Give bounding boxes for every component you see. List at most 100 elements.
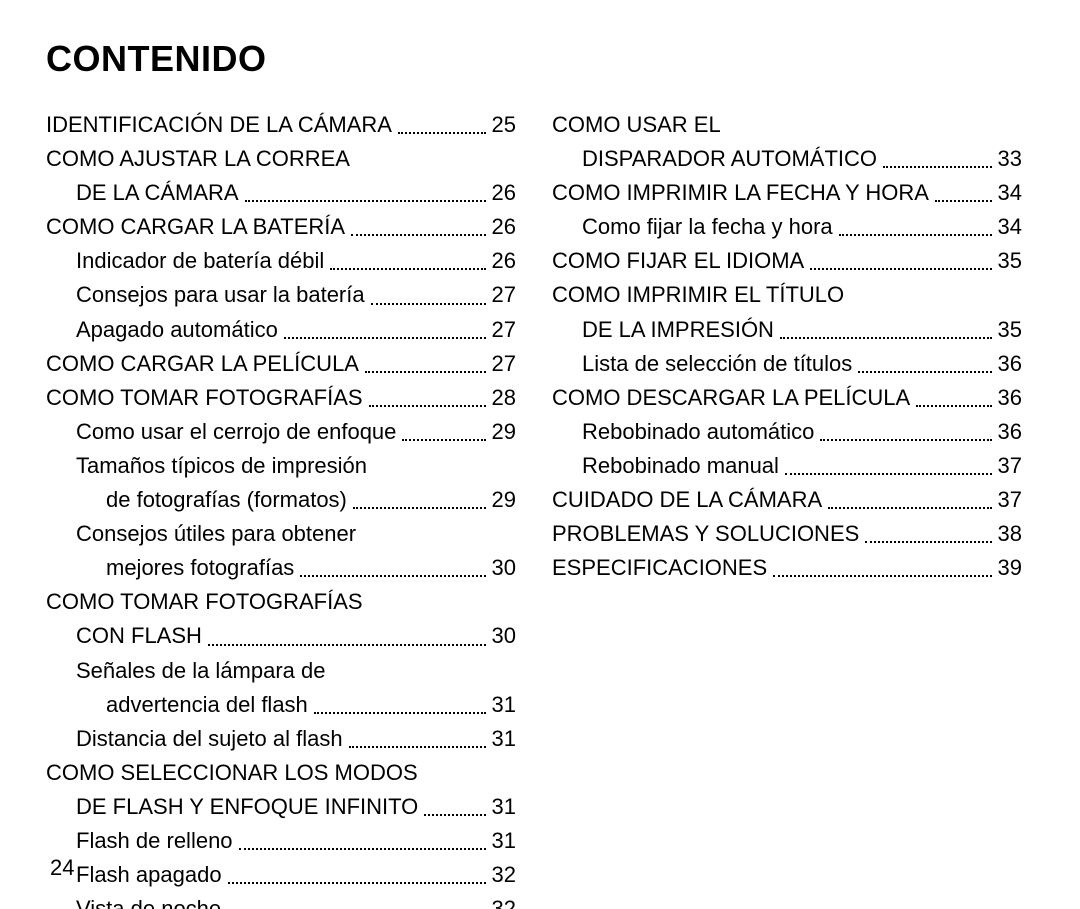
toc-entry-page: 34 [998,176,1022,210]
toc-entry: Indicador de batería débil 26 [46,244,516,278]
toc-entry-page: 31 [492,790,516,824]
toc-entry: Consejos útiles para obtener [46,517,516,551]
toc-leader [351,233,485,236]
toc-entry: COMO IMPRIMIR EL TÍTULO [552,278,1022,312]
toc-entry-page: 39 [998,551,1022,585]
toc-leader [839,233,992,236]
toc-column-left: IDENTIFICACIÓN DE LA CÁMARA25COMO AJUSTA… [46,108,516,909]
toc-entry-label: COMO CARGAR LA PELÍCULA [46,347,359,381]
toc-entry-label: IDENTIFICACIÓN DE LA CÁMARA [46,108,392,142]
toc-entry: CON FLASH30 [46,619,516,653]
toc-entry-label: Consejos útiles para obtener [76,517,356,551]
toc-leader [228,881,486,884]
toc-entry: COMO TOMAR FOTOGRAFÍAS 28 [46,381,516,415]
toc-entry-label: de fotografías (formatos) [106,483,347,517]
toc-entry-page: 26 [492,210,516,244]
toc-entry: COMO CARGAR LA PELÍCULA 27 [46,347,516,381]
toc-entry: Tamaños típicos de impresión [46,449,516,483]
toc-entry: DISPARADOR AUTOMÁTICO 33 [552,142,1022,176]
toc-leader [780,336,992,339]
toc-leader [245,199,486,202]
toc-entry-label: Como usar el cerrojo de enfoque [76,415,396,449]
toc-leader [402,438,485,441]
toc-entry-page: 29 [492,415,516,449]
toc-leader [349,745,486,748]
toc-entry: PROBLEMAS Y SOLUCIONES 38 [552,517,1022,551]
toc-entry-page: 34 [998,210,1022,244]
toc-entry-page: 35 [998,244,1022,278]
toc-entry-label: COMO TOMAR FOTOGRAFÍAS [46,381,363,415]
toc-entry: Lista de selección de títulos36 [552,347,1022,381]
toc-entry-label: COMO AJUSTAR LA CORREA [46,142,350,176]
toc-entry-label: COMO IMPRIMIR EL TÍTULO [552,278,844,312]
toc-entry: COMO AJUSTAR LA CORREA [46,142,516,176]
toc-entry-page: 32 [492,858,516,892]
toc-entry: DE FLASH Y ENFOQUE INFINITO 31 [46,790,516,824]
toc-entry-page: 28 [492,381,516,415]
toc-entry-label: COMO SELECCIONAR LOS MODOS [46,756,418,790]
toc-entry-label: Rebobinado manual [582,449,779,483]
toc-entry: COMO IMPRIMIR LA FECHA Y HORA34 [552,176,1022,210]
toc-entry: DE LA CÁMARA 26 [46,176,516,210]
toc-entry-label: Lista de selección de títulos [582,347,852,381]
toc-entry: CUIDADO DE LA CÁMARA37 [552,483,1022,517]
toc-entry-label: DE LA CÁMARA [76,176,239,210]
toc-leader [865,540,991,543]
toc-leader [371,302,486,305]
toc-entry: COMO TOMAR FOTOGRAFÍAS [46,585,516,619]
toc-leader [785,472,992,475]
toc-entry-page: 30 [492,551,516,585]
toc-entry: COMO DESCARGAR LA PELÍCULA36 [552,381,1022,415]
toc-entry-label: DISPARADOR AUTOMÁTICO [582,142,877,176]
toc-entry-label: COMO USAR EL [552,108,721,142]
toc-entry-page: 31 [492,722,516,756]
toc-entry-label: Consejos para usar la batería [76,278,365,312]
toc-entry-label: advertencia del flash [106,688,308,722]
toc-entry: DE LA IMPRESIÓN 35 [552,313,1022,347]
toc-leader [935,199,992,202]
toc-entry-page: 37 [998,483,1022,517]
toc-entry: mejores fotografías30 [46,551,516,585]
toc-entry: advertencia del flash31 [46,688,516,722]
toc-leader [398,131,486,134]
toc-entry-label: Vista de noche [76,892,221,909]
toc-entry-label: Flash apagado [76,858,222,892]
toc-entry-page: 36 [998,381,1022,415]
toc-entry-label: Indicador de batería débil [76,244,324,278]
toc-entry-page: 30 [492,619,516,653]
toc-entry-page: 27 [492,347,516,381]
toc-entry-page: 26 [492,176,516,210]
toc-entry: de fotografías (formatos) 29 [46,483,516,517]
toc-entry-page: 32 [492,892,516,909]
toc-entry-label: Señales de la lámpara de [76,654,326,688]
toc-entry-page: 31 [492,824,516,858]
toc-entry: Apagado automático27 [46,313,516,347]
toc-entry-label: PROBLEMAS Y SOLUCIONES [552,517,859,551]
toc-entry: Consejos para usar la batería27 [46,278,516,312]
toc-entry: Vista de noche 32 [46,892,516,909]
toc-entry-page: 33 [998,142,1022,176]
toc-leader [810,267,991,270]
toc-leader [353,506,486,509]
toc-leader [208,643,486,646]
toc-entry-label: COMO TOMAR FOTOGRAFÍAS [46,585,363,619]
toc-entry-label: Rebobinado automático [582,415,814,449]
toc-entry-label: DE FLASH Y ENFOQUE INFINITO [76,790,418,824]
toc-entry-label: Distancia del sujeto al flash [76,722,343,756]
toc-leader [820,438,991,441]
toc-entry: ESPECIFICACIONES39 [552,551,1022,585]
toc-entry-label: Tamaños típicos de impresión [76,449,367,483]
toc-entry-page: 38 [998,517,1022,551]
toc-leader [314,711,486,714]
toc-leader [858,370,991,373]
toc-entry: Flash de relleno31 [46,824,516,858]
toc-entry-label: DE LA IMPRESIÓN [582,313,774,347]
toc-entry-page: 35 [998,313,1022,347]
toc-entry-page: 27 [492,313,516,347]
toc-leader [916,404,991,407]
toc-leader [424,813,485,816]
toc-entry-page: 26 [492,244,516,278]
toc-leader [883,165,992,168]
toc-entry-page: 37 [998,449,1022,483]
toc-entry-page: 29 [492,483,516,517]
